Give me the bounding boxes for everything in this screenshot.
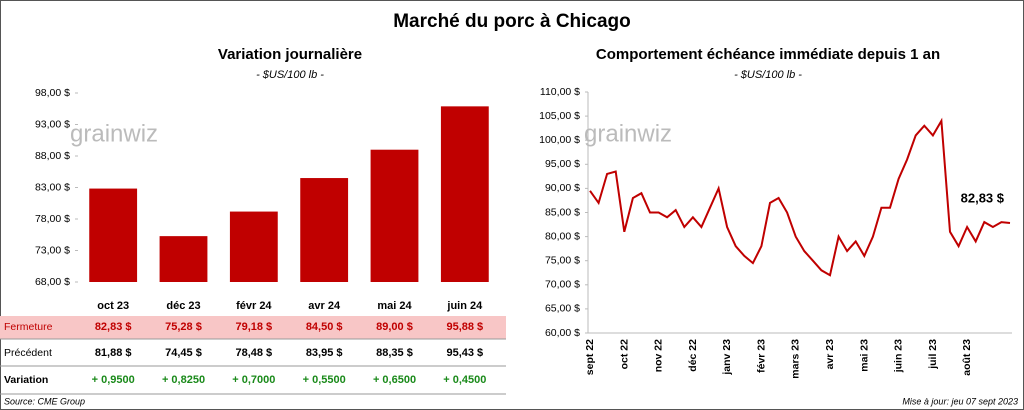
x-tick-label: avr 24 <box>308 300 341 312</box>
table-cell: + 0,6500 <box>373 374 416 386</box>
table-cell: 88,35 $ <box>376 347 413 359</box>
y-tick-label: 85,00 $ <box>545 206 580 218</box>
row-label: Fermeture <box>4 321 53 333</box>
y-tick-label: 68,00 $ <box>35 276 70 288</box>
y-tick-label: 75,00 $ <box>545 254 580 266</box>
page-title: Marché du porc à Chicago <box>393 11 631 32</box>
y-tick-label: 65,00 $ <box>545 303 580 315</box>
x-tick-label: févr 24 <box>236 300 272 312</box>
table-cell: 82,83 $ <box>95 321 132 333</box>
bar <box>300 178 349 282</box>
table-cell: + 0,4500 <box>443 374 486 386</box>
y-tick-label: 95,00 $ <box>545 158 580 170</box>
chart-title: Variation journalière <box>218 46 362 63</box>
table-cell: 84,50 $ <box>306 321 343 333</box>
x-tick-label: déc 23 <box>166 300 200 312</box>
y-tick-label: 73,00 $ <box>35 244 70 256</box>
row-label: Variation <box>4 374 48 386</box>
source: Source: CME Group <box>4 396 85 406</box>
x-tick-label: mai 23 <box>858 339 870 372</box>
table-cell: + 0,7000 <box>232 374 275 386</box>
x-tick-label: août 23 <box>961 339 973 376</box>
bar <box>159 236 208 282</box>
annotation: 82,83 $ <box>961 190 1005 205</box>
x-tick-label: févr 23 <box>755 339 767 373</box>
table-cell: 83,95 $ <box>306 347 343 359</box>
x-tick-label: juin 24 <box>446 300 483 312</box>
y-tick-label: 88,00 $ <box>35 150 70 162</box>
table-cell: 95,88 $ <box>446 321 483 333</box>
y-tick-label: 100,00 $ <box>539 134 580 146</box>
y-tick-label: 83,00 $ <box>35 181 70 193</box>
row-label: Précédent <box>4 347 52 359</box>
chart-subtitle: - $US/100 lb - <box>734 69 802 81</box>
x-tick-label: nov 22 <box>653 339 665 372</box>
line <box>589 117 1011 277</box>
logo: grainwiz <box>584 120 672 147</box>
x-tick-label: mai 24 <box>377 300 412 312</box>
bar <box>89 188 138 282</box>
bar <box>370 149 419 282</box>
y-tick-label: 60,00 $ <box>545 327 580 339</box>
x-tick-label: mars 23 <box>790 339 802 379</box>
y-tick-label: 93,00 $ <box>35 118 70 130</box>
y-tick-label: 110,00 $ <box>540 86 580 98</box>
table-cell: 89,00 $ <box>376 321 413 333</box>
table-cell: 75,28 $ <box>165 321 202 333</box>
x-tick-label: juin 23 <box>893 339 905 373</box>
table-cell: + 0,8250 <box>162 374 205 386</box>
updated: Mise à jour: jeu 07 sept 2023 <box>902 396 1018 406</box>
x-tick-label: oct 23 <box>97 300 129 312</box>
table-cell: + 0,9500 <box>92 374 135 386</box>
bar <box>440 106 489 282</box>
x-tick-label: avr 23 <box>824 339 836 370</box>
x-tick-label: oct 22 <box>618 339 630 370</box>
x-tick-label: sept 22 <box>584 339 596 375</box>
y-tick-label: 90,00 $ <box>545 182 580 194</box>
table-cell: 81,88 $ <box>95 347 132 359</box>
bar <box>229 211 278 282</box>
x-tick-label: juil 23 <box>927 339 939 370</box>
y-tick-label: 78,00 $ <box>35 213 70 225</box>
chart-subtitle: - $US/100 lb - <box>256 69 324 81</box>
y-tick-label: 70,00 $ <box>545 279 580 291</box>
highlight-row <box>0 316 506 339</box>
x-tick-label: déc 22 <box>687 339 699 372</box>
table-cell: 79,18 $ <box>235 321 272 333</box>
y-tick-label: 80,00 $ <box>545 230 580 242</box>
y-tick-label: 105,00 $ <box>539 110 580 122</box>
table-cell: 78,48 $ <box>235 347 272 359</box>
table-cell: 74,45 $ <box>165 347 202 359</box>
chart-title: Comportement échéance immédiate depuis 1… <box>596 46 940 63</box>
table-cell: 95,43 $ <box>446 347 483 359</box>
table-cell: + 0,5500 <box>303 374 346 386</box>
logo: grainwiz <box>70 120 158 147</box>
x-tick-label: janv 23 <box>721 339 733 376</box>
y-tick-label: 98,00 $ <box>35 87 70 99</box>
